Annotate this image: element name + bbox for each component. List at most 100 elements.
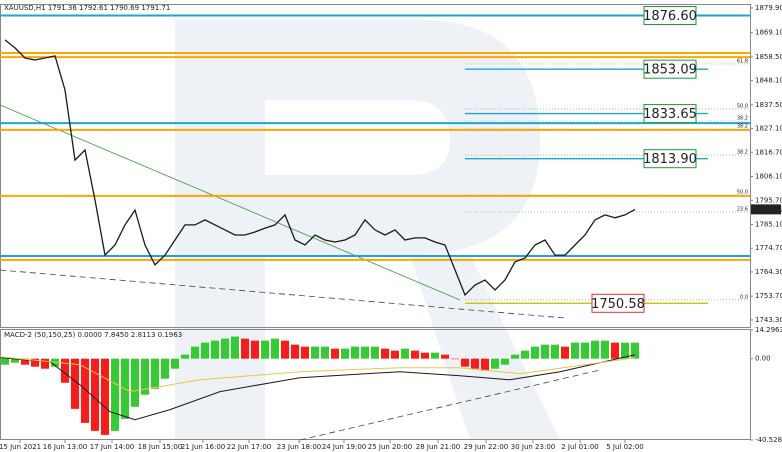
histogram-bar [521, 350, 529, 359]
histogram-bar [601, 340, 609, 359]
histogram-bar [81, 358, 89, 423]
y-tick-label: 1869.10 [755, 29, 782, 37]
histogram-bar [451, 358, 459, 360]
chart-title: XAUUSD,H1 1791.36 1792.61 1790.69 1791.7… [4, 4, 170, 12]
x-tick-label: 15 Jun 2021 [0, 443, 41, 451]
histogram-bar [541, 344, 549, 359]
y-tick-label: 1764.30 [755, 268, 782, 276]
histogram-bar [631, 342, 639, 359]
y-tick-label: 14.2963 [755, 326, 782, 334]
histogram-bar [391, 350, 399, 359]
histogram-bar [591, 340, 599, 359]
histogram-bar [401, 348, 409, 359]
x-tick-label: 28 Jun 21:00 [416, 443, 460, 451]
macd-trend-line [299, 369, 601, 441]
histogram-bar [431, 352, 439, 359]
y-tick-label: 1858.50 [755, 53, 782, 61]
histogram-bar [181, 354, 189, 359]
y-tick-label: 0.00 [755, 355, 771, 363]
target-label: 1750.58 [591, 297, 645, 312]
x-tick-label: 21 Jun 16:00 [181, 443, 225, 451]
macd-title: MACD-2 (50,150,25) 0.0000 7.8450 2.8113 … [4, 331, 182, 339]
histogram-bar [261, 340, 269, 359]
target-box [643, 59, 697, 79]
fib-label: 61.8 [737, 58, 748, 64]
histogram-bar [11, 358, 19, 363]
histogram-bar [111, 358, 119, 431]
histogram-bar [491, 358, 499, 369]
histogram-bar [141, 358, 149, 395]
price-line [4, 39, 636, 297]
target-label: 1876.60 [643, 9, 697, 24]
y-tick-label: 1827.10 [755, 125, 782, 133]
y-tick-label: -40.5285 [755, 436, 782, 444]
histogram-bar [411, 350, 419, 359]
fib-label: 38.2 [737, 124, 748, 130]
histogram-bar [311, 346, 319, 359]
histogram-bar [331, 348, 339, 359]
histogram-bar [231, 336, 239, 359]
macd-line [0, 354, 636, 421]
histogram-bar [471, 358, 479, 369]
histogram-bar [211, 340, 219, 359]
histogram-bar [71, 358, 79, 409]
histogram-bar [91, 358, 99, 431]
x-tick-label: 2 Jul 01:00 [561, 443, 599, 451]
histogram-bar [61, 358, 69, 383]
y-tick-label: 1816.70 [755, 148, 782, 156]
histogram-bar [581, 342, 589, 359]
fib-label: 0.0 [740, 294, 748, 300]
x-tick-label: 5 Jul 02:00 [606, 443, 644, 451]
histogram-bar [361, 346, 369, 359]
target-label: 1853.09 [643, 63, 697, 78]
last-price: 1791.71 [754, 205, 782, 213]
fib-label: 23.6 [737, 206, 748, 212]
histogram-bar [341, 348, 349, 359]
target-label: 1813.90 [643, 152, 697, 167]
histogram-bar [41, 358, 49, 369]
y-tick-label: 1879.90 [755, 4, 782, 12]
x-tick-label: 29 Jun 22:00 [464, 443, 508, 451]
x-tick-label: 16 Jun 13:00 [43, 443, 87, 451]
histogram-bar [461, 358, 469, 367]
target-box [643, 149, 697, 169]
trend-line [0, 269, 566, 319]
histogram-bar [511, 354, 519, 359]
histogram-bar [171, 358, 179, 369]
histogram-bar [531, 346, 539, 359]
target-label: 1833.65 [643, 107, 697, 122]
histogram-bar [481, 358, 489, 371]
histogram-bar [241, 338, 249, 359]
fib-label: 50.0 [737, 190, 748, 196]
y-tick-label: 1806.10 [755, 173, 782, 181]
y-tick-label: 1743.30 [755, 316, 782, 324]
x-tick-label: 17 Jun 14:00 [90, 443, 134, 451]
fib-label: 38.2 [737, 116, 748, 122]
x-tick-label: 24 Jun 19:00 [322, 443, 366, 451]
histogram-bar [191, 346, 199, 359]
histogram-bar [291, 344, 299, 359]
x-tick-label: 23 Jun 18:00 [277, 443, 321, 451]
histogram-bar [381, 348, 389, 359]
x-tick-label: 22 Jun 17:00 [227, 443, 271, 451]
y-tick-label: 1753.70 [755, 292, 782, 300]
histogram-bar [441, 354, 449, 359]
last-price-box [751, 204, 781, 215]
histogram-bar [221, 338, 229, 359]
histogram-bar [621, 342, 629, 359]
x-tick-label: 25 Jun 20:00 [368, 443, 412, 451]
histogram-bar [101, 358, 109, 435]
histogram-bar [281, 340, 289, 359]
histogram-bar [161, 358, 169, 379]
histogram-bar [571, 342, 579, 359]
y-tick-label: 1837.50 [755, 101, 782, 109]
histogram-bar [351, 346, 359, 359]
histogram-bar [371, 346, 379, 359]
histogram-bar [301, 346, 309, 359]
x-tick-label: 18 Jun 15:00 [138, 443, 182, 451]
histogram-bar [501, 358, 509, 365]
macd-line [0, 356, 636, 393]
histogram-bar [251, 340, 259, 359]
histogram-bar [321, 346, 329, 359]
